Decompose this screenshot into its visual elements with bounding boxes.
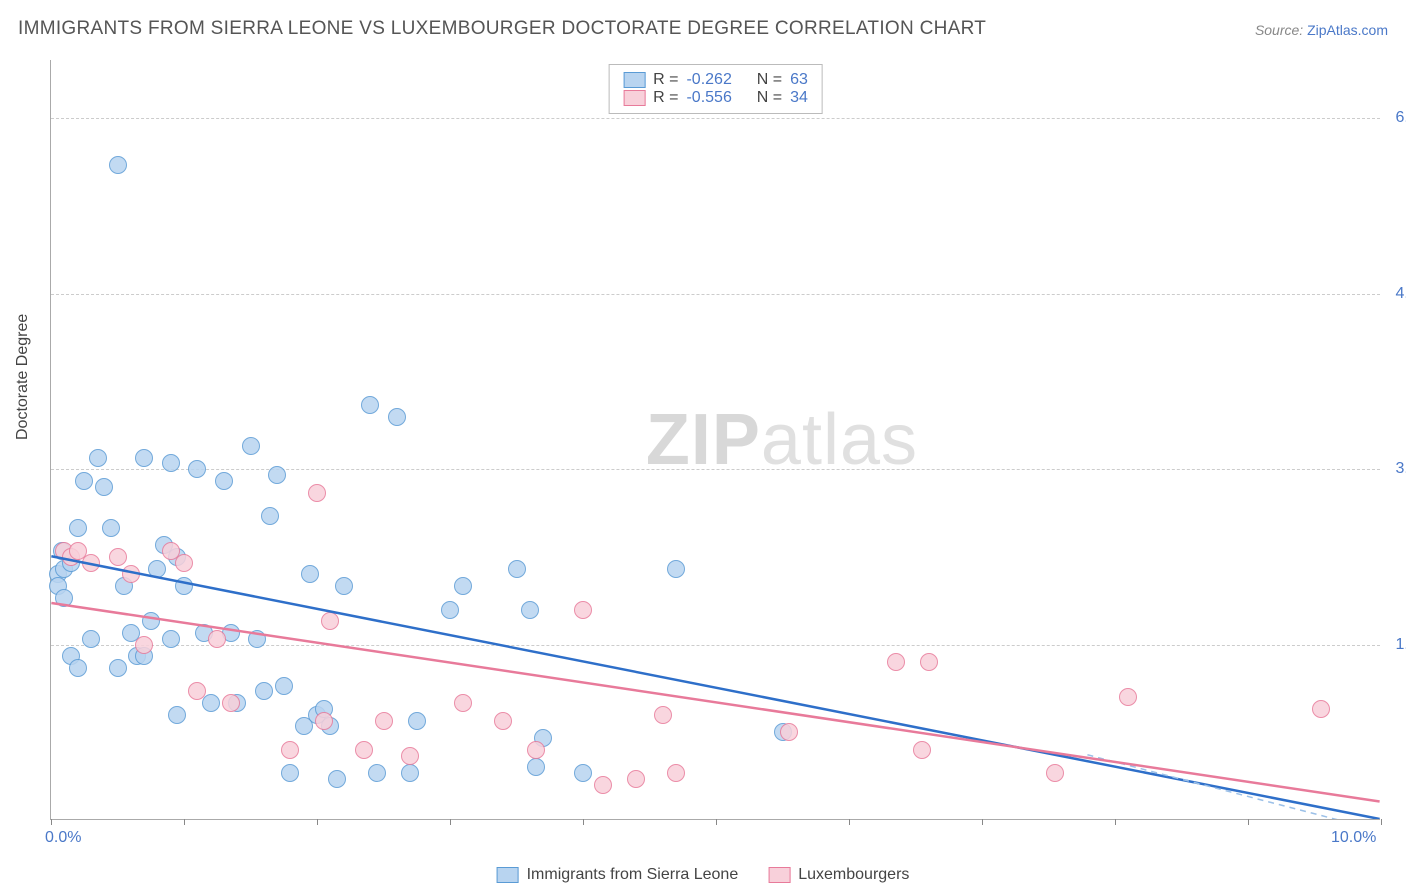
x-tick-label: 0.0%	[45, 829, 81, 847]
x-tick	[849, 819, 850, 825]
r-value-2: -0.556	[686, 89, 731, 107]
x-tick	[716, 819, 717, 825]
trend-lines-layer	[51, 60, 1380, 819]
legend-bottom-item-1: Immigrants from Sierra Leone	[497, 866, 739, 884]
n-value-2: 34	[790, 89, 808, 107]
legend-top: R = -0.262 N = 63 R = -0.556 N = 34	[608, 64, 823, 114]
trend-line	[51, 556, 1379, 819]
r-label-2: R =	[653, 89, 678, 107]
x-tick	[317, 819, 318, 825]
legend-row-1: R = -0.262 N = 63	[623, 71, 808, 89]
legend-bottom-label-2: Luxembourgers	[798, 866, 909, 884]
x-tick	[1115, 819, 1116, 825]
legend-bottom-swatch-2	[768, 867, 790, 883]
x-tick	[1248, 819, 1249, 825]
x-tick	[450, 819, 451, 825]
r-value-1: -0.262	[686, 71, 731, 89]
trend-line	[51, 603, 1379, 802]
x-tick-label: 10.0%	[1331, 829, 1376, 847]
legend-bottom: Immigrants from Sierra Leone Luxembourge…	[497, 866, 910, 884]
source-credit: Source: ZipAtlas.com	[1255, 22, 1388, 38]
legend-swatch-2	[623, 90, 645, 106]
n-label-1: N =	[757, 71, 782, 89]
y-tick-label: 6.0%	[1384, 109, 1406, 127]
n-label-2: N =	[757, 89, 782, 107]
x-tick	[982, 819, 983, 825]
chart-container: IMMIGRANTS FROM SIERRA LEONE VS LUXEMBOU…	[0, 0, 1406, 892]
y-tick-label: 1.5%	[1384, 636, 1406, 654]
plot-area: ZIPatlas R = -0.262 N = 63 R = -0.556 N …	[50, 60, 1380, 820]
source-label: Source:	[1255, 22, 1303, 38]
x-tick	[583, 819, 584, 825]
legend-row-2: R = -0.556 N = 34	[623, 89, 808, 107]
x-tick	[51, 819, 52, 825]
legend-bottom-label-1: Immigrants from Sierra Leone	[527, 866, 739, 884]
legend-swatch-1	[623, 72, 645, 88]
source-link[interactable]: ZipAtlas.com	[1307, 22, 1388, 38]
x-tick	[1381, 819, 1382, 825]
y-tick-label: 3.0%	[1384, 460, 1406, 478]
legend-bottom-item-2: Luxembourgers	[768, 866, 909, 884]
x-tick	[184, 819, 185, 825]
legend-bottom-swatch-1	[497, 867, 519, 883]
chart-title: IMMIGRANTS FROM SIERRA LEONE VS LUXEMBOU…	[18, 18, 986, 40]
y-tick-label: 4.5%	[1384, 285, 1406, 303]
y-axis-label: Doctorate Degree	[14, 314, 32, 440]
n-value-1: 63	[790, 71, 808, 89]
r-label-1: R =	[653, 71, 678, 89]
